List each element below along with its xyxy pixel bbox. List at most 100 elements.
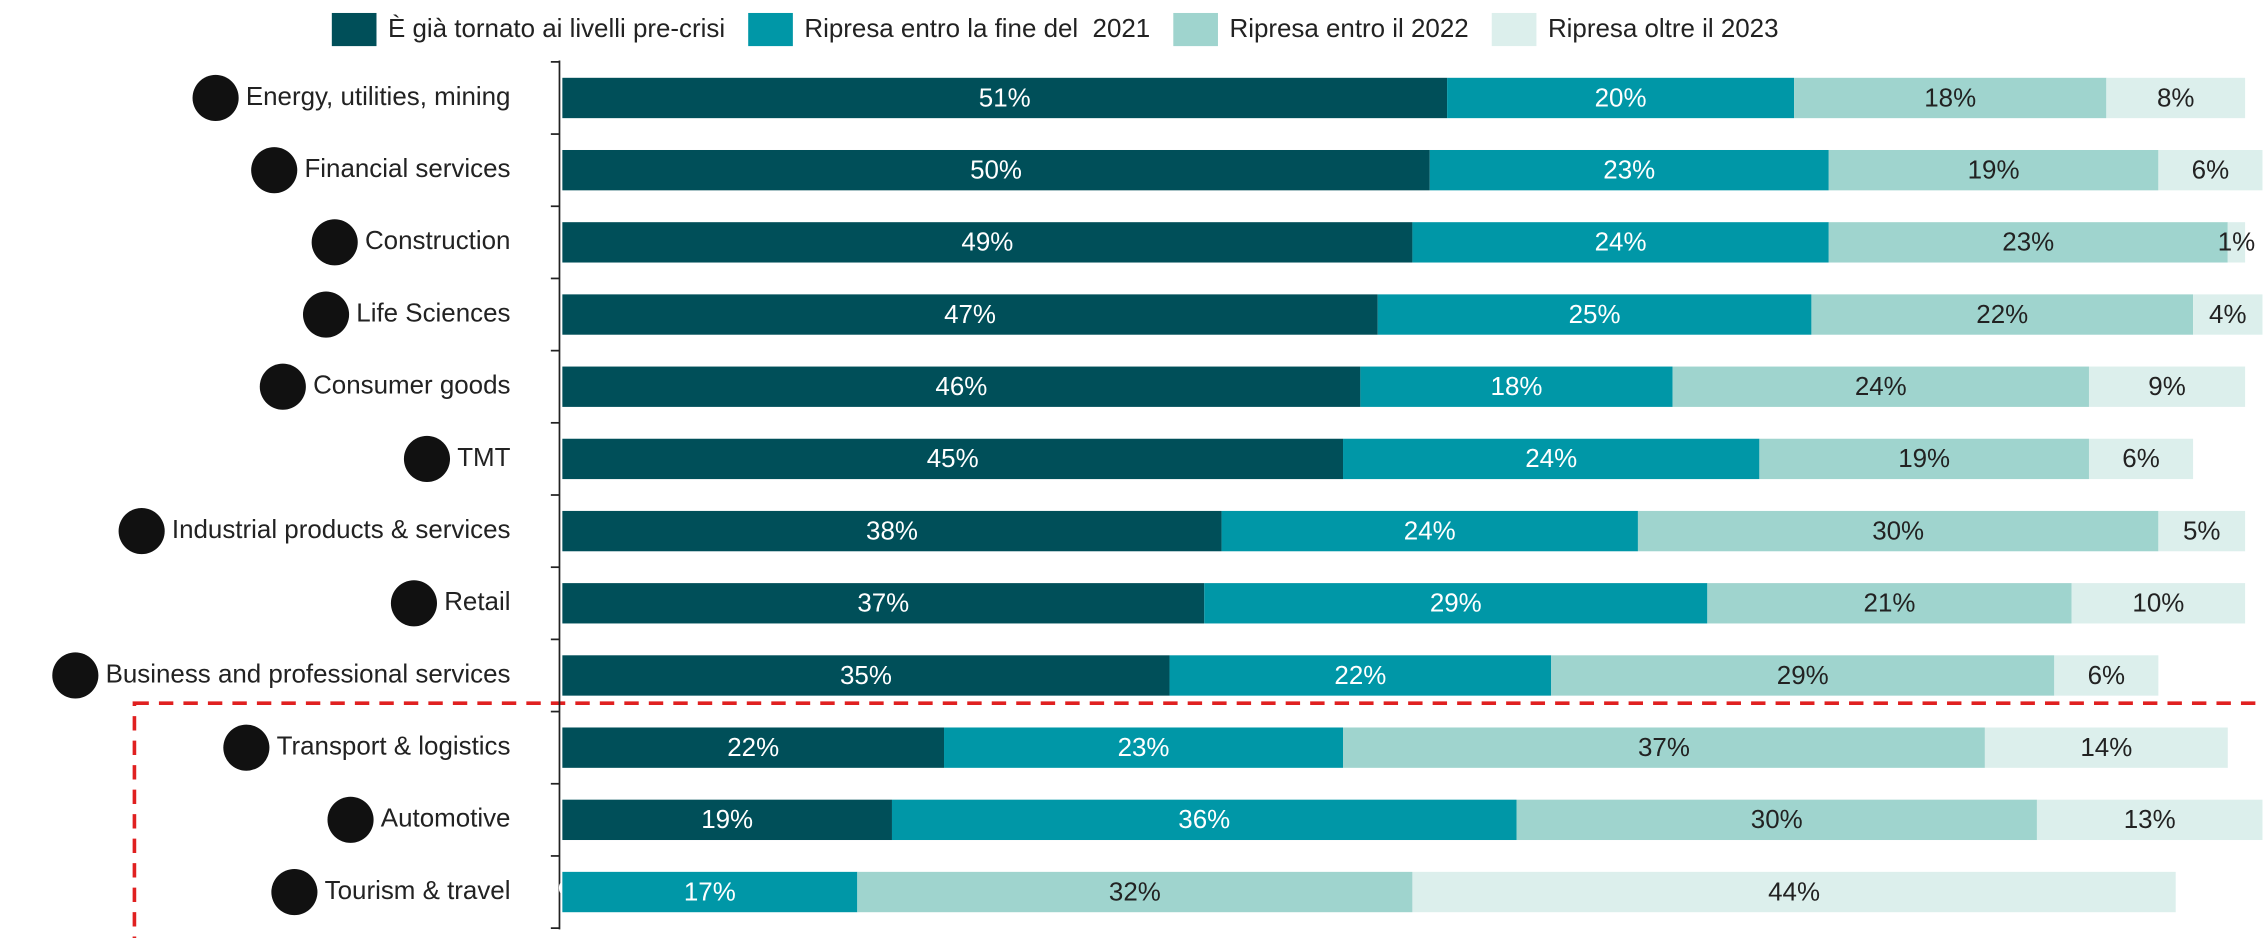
legend-swatch <box>1173 12 1218 47</box>
category-label: Consumer goods <box>313 372 510 400</box>
value-label: 49% <box>961 229 1013 257</box>
bar-segment <box>1828 222 2228 263</box>
value-label: 24% <box>1525 445 1577 473</box>
bar-segment <box>562 222 1413 263</box>
bar-segment <box>562 727 945 768</box>
value-label: 25% <box>1569 301 1621 329</box>
bar-segment <box>562 366 1361 407</box>
category-label: Life Sciences <box>356 299 510 327</box>
value-label: 51% <box>979 84 1031 112</box>
legend-label: Ripresa entro la fine del 2021 <box>804 15 1150 43</box>
value-label: 18% <box>1924 84 1976 112</box>
value-label: 44% <box>1768 878 1820 906</box>
value-label: 21% <box>1864 590 1916 618</box>
value-label: 32% <box>1109 878 1161 906</box>
bar-segment <box>1221 510 1638 552</box>
bar-segment <box>1551 655 2055 696</box>
value-label: 20% <box>1595 84 1647 112</box>
bar-segment <box>1794 77 2107 119</box>
value-label: 22% <box>727 734 779 762</box>
value-label: 29% <box>1430 590 1482 618</box>
bar-segment <box>1343 438 1760 480</box>
value-label: 6% <box>2088 662 2125 690</box>
category-label: Energy, utilities, mining <box>246 83 511 111</box>
bar-segment <box>1672 366 2089 407</box>
bar-segment <box>891 799 1517 841</box>
category-label: Retail <box>444 588 510 616</box>
value-label: 23% <box>1118 734 1170 762</box>
value-label: 19% <box>1898 445 1950 473</box>
category-icon <box>311 219 358 266</box>
value-label: 47% <box>944 301 996 329</box>
bar-segment <box>562 871 858 913</box>
value-label: 29% <box>1777 662 1829 690</box>
bar-segment <box>562 655 1170 696</box>
bar-segment <box>1377 294 1812 335</box>
bar-segment <box>562 77 1448 119</box>
legend-label: Ripresa oltre il 2023 <box>1548 15 1779 43</box>
highlight-box <box>132 701 2263 938</box>
category-label: Construction <box>365 227 511 255</box>
category-icon <box>52 652 99 699</box>
bar-segment <box>857 871 1413 913</box>
category-icon <box>271 868 318 916</box>
legend-swatch <box>331 12 377 47</box>
category-icon <box>327 796 374 843</box>
category-label: Transport & logistics <box>277 733 511 761</box>
bar-segment <box>1169 655 1552 696</box>
legend-swatch <box>748 12 793 47</box>
bar-segment <box>1204 583 1708 624</box>
bar-segment <box>2088 366 2246 407</box>
bar-segment <box>562 294 1378 335</box>
bar-segment <box>562 583 1205 624</box>
bar-segment <box>1412 222 1829 263</box>
value-label: 13% <box>2124 806 2176 834</box>
category-label: Business and professional services <box>106 660 511 688</box>
category-icon <box>259 363 306 410</box>
bar-segment <box>1984 727 2228 768</box>
value-label: 36% <box>1178 806 1230 834</box>
bar-segment <box>1828 149 2159 191</box>
category-icon <box>251 147 298 194</box>
legend-swatch <box>1491 12 1537 47</box>
value-label: 37% <box>857 590 909 618</box>
value-label: 19% <box>1968 156 2020 184</box>
category-label: Financial services <box>304 155 510 183</box>
bar-segment <box>562 799 892 841</box>
value-label: 1% <box>2218 229 2255 257</box>
value-label: 45% <box>927 445 979 473</box>
value-label: 22% <box>1976 301 2028 329</box>
bar-segment <box>1516 799 2037 841</box>
value-label: 23% <box>1603 156 1655 184</box>
category-icon <box>390 580 438 627</box>
bar-segment <box>562 510 1222 552</box>
value-label: 37% <box>1638 734 1690 762</box>
bar-segment <box>1447 77 1795 119</box>
value-label: 50% <box>970 156 1022 184</box>
bar-segment <box>2106 77 2246 119</box>
bar-segment <box>2193 294 2263 335</box>
value-label: 10% <box>2132 590 2184 618</box>
value-label: 38% <box>866 517 918 545</box>
category-icon <box>403 435 451 482</box>
bar-segment <box>2227 222 2246 263</box>
value-label: 8% <box>2157 84 2194 112</box>
value-label: 23% <box>2002 229 2054 257</box>
category-label: Automotive <box>381 805 511 833</box>
bar-segment <box>2158 149 2263 191</box>
value-label: 18% <box>1491 373 1543 401</box>
value-label: 19% <box>701 806 753 834</box>
bar-segment <box>1429 149 1829 191</box>
category-icon <box>223 724 270 771</box>
bar-segment <box>2054 655 2159 696</box>
value-label: 14% <box>2080 734 2132 762</box>
legend-label: È già tornato ai livelli pre-crisi <box>388 14 725 43</box>
value-label: 30% <box>1751 806 1803 834</box>
value-label: 22% <box>1334 662 1386 690</box>
bar-segment <box>1412 871 2176 913</box>
value-label: 6% <box>2192 156 2229 184</box>
value-label: 24% <box>1855 373 1907 401</box>
value-label: 6% <box>2122 445 2159 473</box>
bar-segment <box>2071 583 2246 624</box>
value-label: 24% <box>1595 229 1647 257</box>
